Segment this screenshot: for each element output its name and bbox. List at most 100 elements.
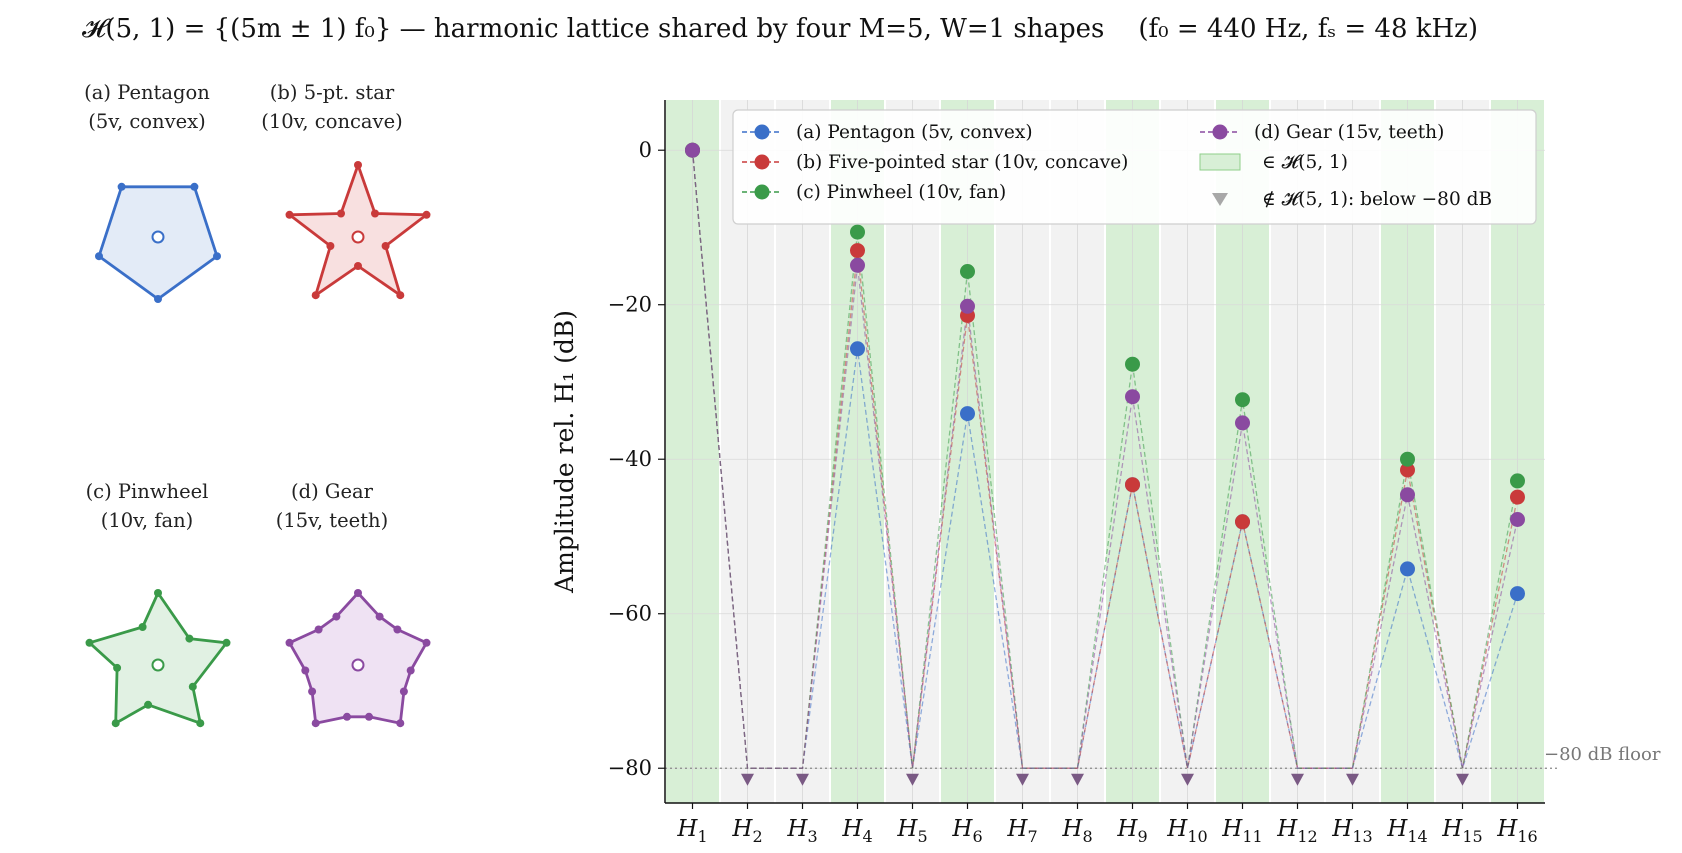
legend-marker — [754, 184, 770, 200]
legend: (a) Pentagon (5v, convex) (b) Five-pointe… — [732, 109, 1537, 225]
shape-vertex — [301, 666, 310, 675]
data-point — [1510, 586, 1525, 602]
shape-vertex — [393, 625, 402, 634]
shape-vertex — [222, 638, 231, 647]
shape-caption-line2: (15v, teeth) — [275, 509, 389, 532]
below-floor-marker — [1291, 773, 1304, 786]
data-point — [1400, 462, 1415, 478]
below-floor-marker — [796, 773, 809, 786]
legend-marker — [754, 124, 770, 140]
data-point — [850, 341, 865, 357]
x-tick-label: H2 — [731, 816, 762, 846]
data-point — [960, 264, 975, 279]
title-rhs: (f₀ = 440 Hz, fₛ = 48 kHz) — [1138, 14, 1479, 44]
shape-caption-line1: (d) Gear — [291, 480, 373, 503]
below-floor-marker — [1071, 773, 1084, 786]
shape-vertex — [144, 700, 153, 709]
y-tick-label: −80 — [608, 756, 652, 780]
page-title: 𝓗(5, 1) = {(5m ± 1) f₀} — harmonic latti… — [0, 14, 1560, 45]
shape-vertex — [399, 687, 408, 696]
shape-vertex — [396, 291, 405, 300]
shape-caption-pentagon: (a) Pentagon (5v, convex) — [47, 78, 247, 136]
x-tick-label: H7 — [1006, 816, 1037, 846]
legend-marker — [754, 154, 770, 170]
shape-vertex — [285, 638, 294, 647]
x-tick-label: H1 — [676, 816, 707, 846]
legend-label: (a) Pentagon (5v, convex) — [796, 122, 1033, 143]
shape-glyphs — [85, 161, 431, 728]
shape-vertex — [308, 687, 317, 696]
shape-centroid — [151, 658, 165, 672]
shape-vertex — [311, 719, 320, 728]
below-floor-marker — [741, 773, 754, 786]
data-point — [850, 257, 865, 273]
x-tick-label: H15 — [1441, 816, 1482, 846]
x-tick-label: H3 — [786, 816, 817, 846]
shape-caption-line2: (10v, fan) — [100, 509, 194, 532]
data-point — [1125, 356, 1140, 372]
data-point — [1510, 489, 1525, 505]
legend-box — [732, 109, 1537, 225]
shape-vertex — [188, 682, 197, 691]
below-floor-marker — [1346, 773, 1359, 786]
data-point — [1235, 514, 1250, 530]
shape-centroid — [351, 230, 365, 244]
legend-below-label: ∉ 𝓗(5, 1): below −80 dB — [1262, 189, 1492, 210]
y-tick-label: 0 — [639, 138, 652, 162]
shape-vertex — [326, 242, 335, 250]
shape-vertex — [196, 719, 205, 728]
shape-vertex — [406, 666, 415, 675]
shape-vertex — [354, 589, 362, 597]
x-tick-label: H8 — [1061, 816, 1092, 846]
data-point — [1400, 451, 1415, 467]
shape-caption-pinwheel: (c) Pinwheel (10v, fan) — [47, 477, 247, 535]
legend-label: (c) Pinwheel (10v, fan) — [796, 182, 1006, 203]
shape-vertex — [113, 663, 122, 672]
series-line — [691, 150, 1519, 769]
x-tick-label: H4 — [841, 816, 872, 846]
data-point — [850, 243, 865, 259]
shape-vertex — [354, 262, 362, 270]
data-point — [1125, 389, 1140, 405]
legend-label: (b) Five-pointed star (10v, concave) — [796, 152, 1128, 173]
shape-vertex — [371, 209, 379, 218]
y-tick-label: −40 — [608, 447, 652, 471]
x-tick-label: H12 — [1276, 816, 1317, 846]
shape-vertex — [154, 589, 162, 597]
shape-vertex — [154, 295, 162, 303]
shape-caption-line1: (c) Pinwheel — [85, 480, 209, 503]
floor-label: −80 dB floor — [1544, 744, 1661, 765]
data-point — [685, 142, 700, 158]
legend-below-marker — [1212, 193, 1228, 206]
shape-caption-line1: (b) 5-pt. star — [269, 81, 395, 104]
x-tick-label: H5 — [896, 816, 927, 846]
legend-label: (d) Gear (15v, teeth) — [1254, 122, 1444, 143]
shape-vertex — [365, 712, 373, 721]
data-point — [1400, 487, 1415, 503]
y-tick-label: −60 — [608, 602, 652, 626]
x-tick-label: H16 — [1496, 816, 1537, 846]
legend-marker — [1212, 124, 1228, 140]
x-tick-label: H13 — [1331, 816, 1372, 846]
data-point — [1400, 561, 1415, 577]
below-floor-marker — [1016, 773, 1029, 786]
data-point — [960, 298, 975, 314]
data-point — [1510, 473, 1525, 489]
data-point — [960, 406, 975, 422]
below-floor-marker — [1456, 773, 1469, 786]
data-point — [1235, 415, 1250, 431]
shape-vertex — [396, 719, 405, 728]
data-point — [1235, 392, 1250, 408]
shape-vertex — [375, 612, 384, 621]
shape-vertex — [332, 612, 341, 621]
shape-vertex — [381, 242, 390, 250]
shape-vertex — [311, 291, 320, 300]
series-line — [691, 150, 1519, 769]
x-tick-label: H11 — [1221, 816, 1262, 846]
y-axis-title: Amplitude rel. H₁ (dB) — [550, 310, 579, 594]
shape-vertex — [354, 161, 362, 169]
legend-lattice-swatch — [1199, 153, 1241, 171]
shape-caption-line2: (10v, concave) — [261, 110, 403, 133]
x-tick-label: H10 — [1166, 816, 1207, 846]
shape-caption-gear: (d) Gear (15v, teeth) — [232, 477, 432, 535]
